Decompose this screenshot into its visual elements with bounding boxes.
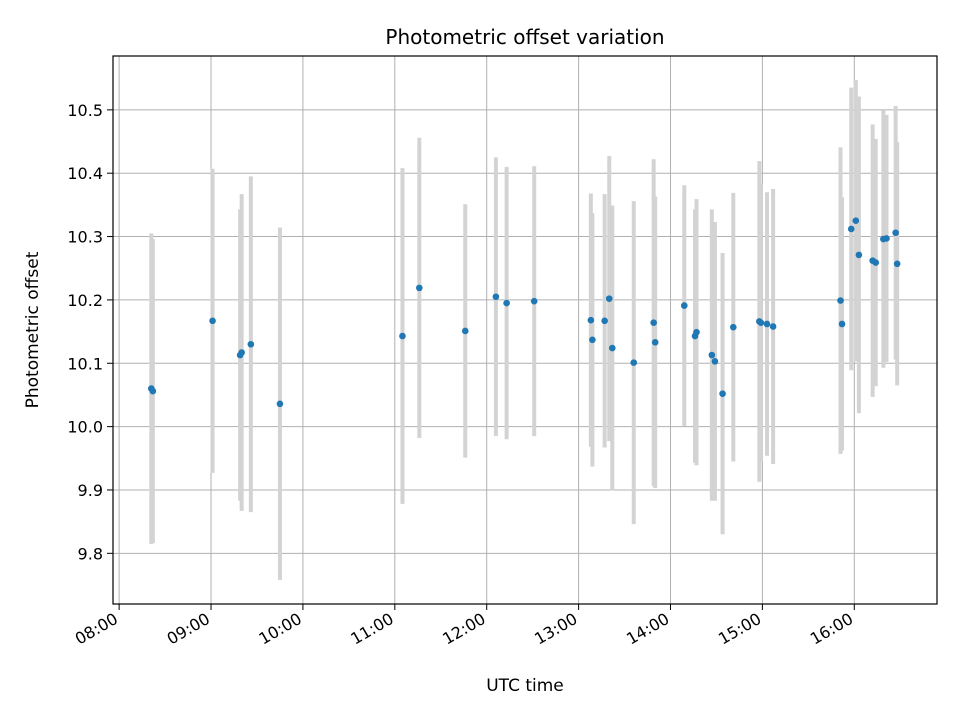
y-tick-label: 10.1 <box>67 354 103 373</box>
data-point <box>708 351 716 359</box>
data-point <box>630 359 638 366</box>
data-points <box>147 217 901 408</box>
data-point <box>855 251 863 259</box>
chart-title: Photometric offset variation <box>385 25 664 49</box>
data-point <box>651 339 659 346</box>
data-point <box>852 217 860 225</box>
data-point <box>763 320 771 328</box>
data-point <box>693 328 700 336</box>
data-point <box>729 323 737 331</box>
plot-frame <box>112 55 938 605</box>
data-point <box>601 317 608 325</box>
x-axis-title: UTC time <box>486 676 564 696</box>
data-point <box>719 390 726 397</box>
data-point <box>837 297 844 304</box>
data-point <box>609 344 616 352</box>
data-point <box>492 293 500 301</box>
data-point <box>711 358 719 365</box>
y-tick-label: 10.0 <box>67 418 103 437</box>
y-tick-label: 10.2 <box>67 291 103 310</box>
data-point <box>769 323 777 330</box>
y-tick-label: 10.3 <box>67 228 103 247</box>
data-point <box>530 297 538 305</box>
data-point <box>892 229 899 237</box>
data-point <box>757 319 765 327</box>
data-point <box>883 235 890 242</box>
data-point <box>416 284 423 292</box>
data-point <box>650 319 657 327</box>
data-point <box>238 349 245 356</box>
data-point <box>587 316 595 324</box>
data-point <box>399 332 406 340</box>
data-point <box>503 299 510 307</box>
y-axis: 9.8 9.9 10.0 10.1 10.2 10.3 10.4 10.5 <box>67 101 113 563</box>
data-point <box>893 260 901 268</box>
data-point <box>838 320 846 328</box>
y-tick-label: 10.5 <box>67 101 103 120</box>
y-axis-title: Photometric offset <box>23 251 43 408</box>
data-point <box>847 225 855 233</box>
data-point <box>461 327 469 335</box>
data-point <box>247 340 255 348</box>
data-point <box>605 295 613 302</box>
y-tick-label: 9.8 <box>78 544 103 563</box>
y-tick-label: 10.4 <box>67 164 103 183</box>
y-tick-label: 9.9 <box>78 481 103 500</box>
data-point <box>680 302 688 309</box>
data-point <box>209 317 216 325</box>
data-point <box>589 336 596 344</box>
data-point <box>149 387 157 395</box>
data-point <box>872 259 880 266</box>
data-point <box>276 400 284 408</box>
